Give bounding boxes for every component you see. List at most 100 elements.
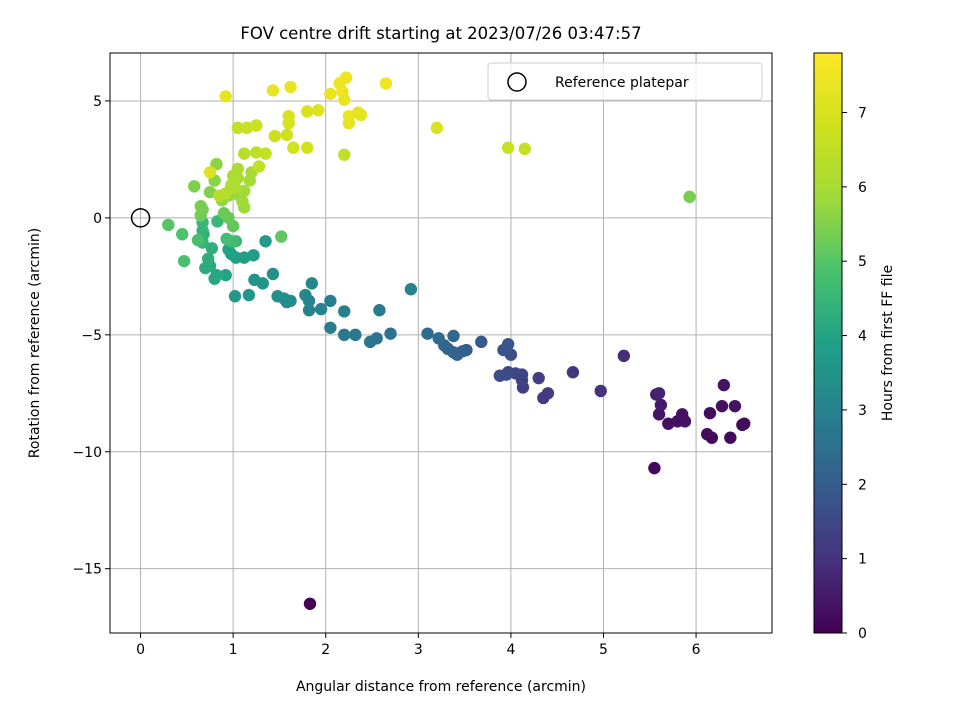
data-point [205, 242, 219, 255]
data-point [303, 597, 317, 610]
data-point [594, 384, 607, 398]
y-axis-label: Rotation from reference (arcmin) [27, 228, 43, 458]
colorbar-gradient [813, 52, 843, 634]
data-point [683, 190, 696, 204]
data-point [617, 349, 631, 363]
x-tick-label: 3 [414, 642, 423, 658]
data-point [324, 87, 337, 101]
data-point [266, 267, 280, 281]
data-point [738, 417, 751, 430]
data-point [715, 399, 729, 413]
data-point [447, 329, 460, 343]
data-point [177, 254, 191, 268]
data-point [176, 228, 189, 241]
data-point [217, 207, 231, 220]
data-point [162, 218, 175, 232]
data-point [284, 80, 297, 94]
data-point [220, 232, 233, 246]
y-tick-label: 5 [93, 94, 102, 110]
data-point [194, 199, 207, 213]
plot-frame [109, 52, 773, 634]
data-point [421, 327, 434, 340]
data-point [199, 261, 212, 275]
data-point [242, 288, 256, 302]
data-point [338, 93, 351, 106]
x-tick-label: 4 [506, 642, 515, 658]
data-point [236, 195, 249, 208]
colorbar-tick-label: 5 [858, 254, 867, 270]
x-tick-label: 6 [692, 642, 701, 658]
data-point [250, 119, 263, 132]
data-point [338, 328, 351, 342]
colorbar-tick-label: 0 [858, 626, 867, 642]
data-point [252, 160, 266, 173]
data-point [648, 461, 661, 475]
data-point [301, 141, 314, 154]
data-point [219, 268, 232, 282]
colorbar-ticks: 0 1 2 3 4 5 6 7 [842, 105, 867, 642]
data-point [302, 304, 316, 317]
x-tick-label: 0 [136, 642, 145, 658]
data-point [728, 399, 742, 413]
data-point [703, 406, 717, 420]
x-axis-label: Angular distance from reference (arcmin) [296, 679, 586, 695]
legend-marker-icon [507, 72, 527, 92]
data-point [654, 398, 668, 412]
data-point [312, 104, 325, 117]
data-point [188, 180, 201, 193]
data-point [201, 252, 215, 266]
data-point [432, 332, 445, 345]
data-point [191, 233, 205, 247]
colorbar-tick-label: 7 [858, 105, 867, 121]
data-point [299, 288, 312, 302]
data-point [282, 109, 295, 123]
colorbar-tick-label: 3 [858, 403, 867, 419]
data-point [404, 283, 418, 296]
x-tick-label: 2 [321, 642, 330, 658]
data-point [238, 147, 251, 160]
data-point [700, 428, 714, 441]
colorbar-tick-label: 1 [858, 552, 867, 568]
data-point [324, 321, 337, 334]
data-point [213, 189, 226, 202]
data-point [532, 371, 545, 385]
data-point [231, 121, 244, 135]
data-point [518, 142, 531, 156]
legend: Reference platepar [487, 62, 763, 101]
data-point [259, 147, 272, 160]
data-point [339, 71, 353, 84]
data-point [250, 146, 263, 159]
data-point [384, 327, 397, 340]
data-point [266, 84, 280, 97]
data-point [203, 166, 217, 179]
data-point [259, 235, 272, 248]
y-tick-label: −15 [72, 562, 102, 578]
colorbar-tick-label: 2 [858, 477, 867, 493]
data-point [228, 290, 242, 303]
data-point [501, 337, 515, 351]
data-point [537, 391, 550, 405]
data-point [305, 277, 319, 290]
data-point [379, 77, 393, 90]
data-point [301, 105, 314, 118]
data-point [268, 129, 282, 143]
legend-box [487, 62, 763, 101]
data-point [280, 128, 294, 142]
data-point [675, 408, 689, 421]
data-point [275, 230, 288, 243]
x-tick-label: 1 [229, 642, 238, 658]
data-point [219, 90, 232, 103]
data-point [724, 431, 737, 444]
data-point [271, 290, 284, 303]
colorbar: 0 1 2 3 4 5 6 7 Hours from first FF file [813, 52, 896, 642]
y-tick-label: −5 [81, 328, 102, 344]
data-point [231, 162, 244, 175]
data-point [363, 335, 377, 349]
reference-platepar-marker [130, 208, 151, 228]
colorbar-tick-label: 4 [858, 329, 867, 345]
colorbar-label: Hours from first FF file [880, 265, 896, 421]
data-point [349, 328, 362, 342]
colorbar-tick-label: 6 [858, 180, 867, 196]
x-tick-label: 5 [599, 642, 608, 658]
